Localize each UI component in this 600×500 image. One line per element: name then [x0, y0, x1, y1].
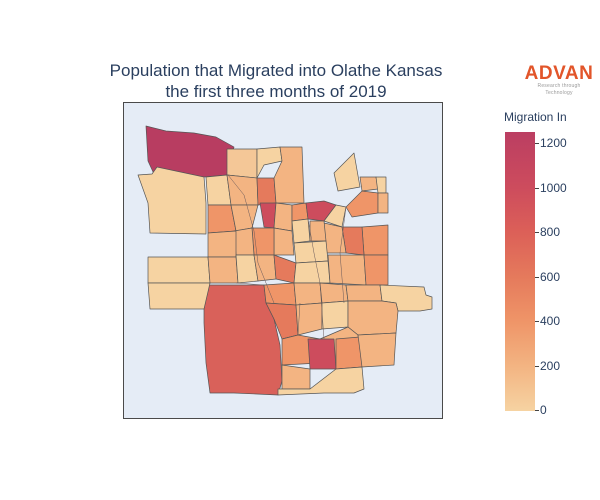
region-c-3[interactable] [273, 227, 295, 256]
region-c-12[interactable] [293, 260, 331, 284]
region-s-4[interactable] [345, 284, 383, 302]
region-se-1[interactable] [357, 332, 397, 368]
region-center-top-2[interactable] [291, 202, 309, 222]
tick-mark [535, 277, 539, 278]
tick-label: 800 [540, 225, 561, 239]
region-w-wide[interactable] [147, 256, 211, 284]
region-s-8[interactable] [347, 300, 399, 336]
region-e-1[interactable] [361, 224, 389, 256]
tick-label: 600 [540, 270, 561, 284]
map-area[interactable] [123, 102, 443, 419]
region-s-11[interactable] [307, 338, 337, 370]
region-c-13[interactable] [327, 254, 367, 286]
map-title: Population that Migrated into Olathe Kan… [60, 60, 492, 102]
region-c-11[interactable] [273, 254, 297, 284]
region-w-2[interactable] [230, 204, 259, 232]
region-s-7[interactable] [321, 300, 349, 330]
tick-label: 400 [540, 314, 561, 328]
region-s-13[interactable] [281, 364, 311, 390]
region-s-2[interactable] [293, 282, 323, 306]
logo-tagline: Research through Technology [537, 83, 581, 96]
region-w-south[interactable] [147, 282, 211, 310]
region-center-top-1[interactable] [273, 202, 293, 232]
colorbar-title: Migration In [504, 110, 567, 124]
region-c-14[interactable] [363, 254, 389, 286]
region-c-8[interactable] [207, 256, 239, 284]
choropleth-map[interactable] [124, 103, 443, 419]
region-ne-1[interactable] [333, 152, 361, 192]
region-c-6[interactable] [207, 230, 237, 258]
region-n2[interactable] [256, 146, 283, 179]
tick-mark [535, 143, 539, 144]
tick-label: 0 [540, 403, 547, 417]
region-s-12[interactable] [335, 336, 363, 370]
tick-label: 200 [540, 359, 561, 373]
region-c-2[interactable] [309, 220, 327, 242]
region-c-7[interactable] [293, 240, 329, 264]
tick-mark [535, 321, 539, 322]
tick-mark [535, 232, 539, 233]
tick-mark [535, 188, 539, 189]
tick-label: 1200 [540, 136, 567, 150]
region-ne-3[interactable] [375, 176, 387, 194]
region-c-1[interactable] [291, 218, 311, 244]
region-s-1[interactable] [263, 282, 297, 306]
colorbar-scale [505, 132, 535, 411]
region-ne-2[interactable] [359, 176, 379, 192]
region-s-bottom[interactable] [277, 366, 365, 396]
logo-wordmark: ADVAN [524, 63, 594, 84]
region-west-strip[interactable] [137, 166, 207, 235]
map-title-line-2: the first three months of 2019 [165, 82, 387, 101]
region-ne-5[interactable] [377, 192, 389, 214]
map-title-line-1: Population that Migrated into Olathe Kan… [109, 61, 443, 80]
tick-mark [535, 366, 539, 367]
tick-mark [535, 410, 539, 411]
tick-label: 1000 [540, 181, 567, 195]
region-c-5[interactable] [233, 227, 255, 256]
region-n1[interactable] [226, 148, 258, 179]
advan-logo: ADVAN Research through Technology [524, 64, 594, 97]
region-ne-4[interactable] [345, 190, 379, 218]
region-w-3[interactable] [259, 202, 277, 229]
region-n-center-dark[interactable] [256, 177, 277, 206]
